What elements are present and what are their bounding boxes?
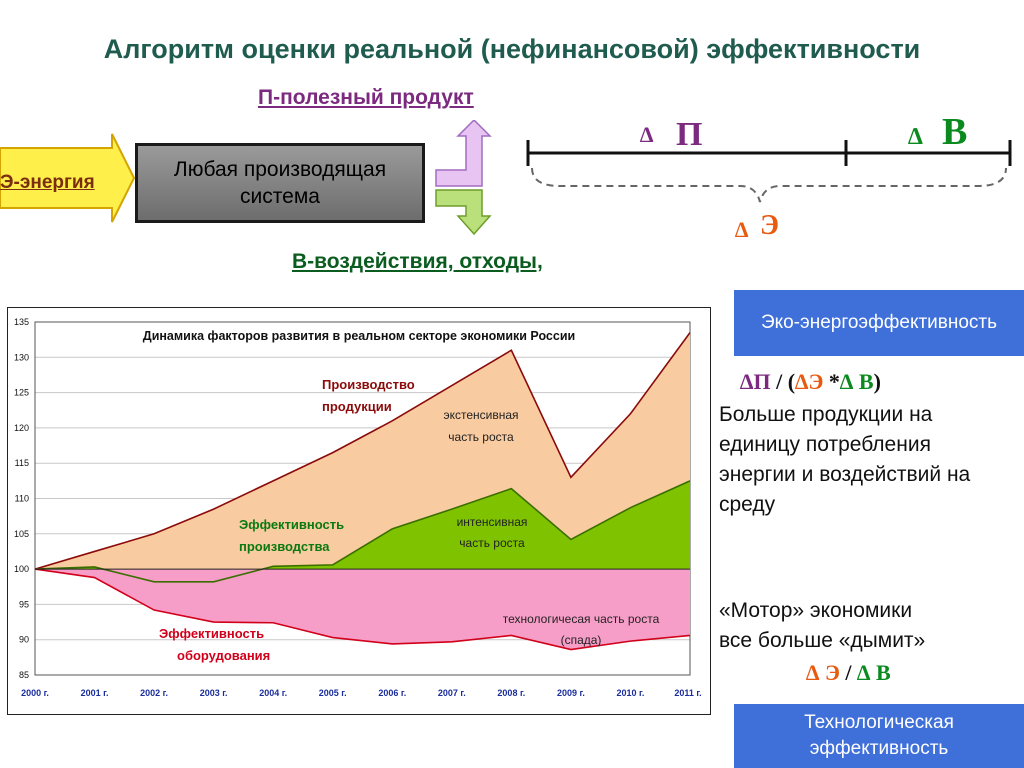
annotation-intensive: интенсивная	[457, 515, 528, 529]
scale-e-label: Э	[760, 210, 779, 241]
formula-close: )	[873, 369, 881, 394]
annotation-extensive: часть роста	[448, 430, 514, 444]
x-tick-label: 2009 г.	[557, 688, 585, 698]
waste-arrow-icon	[435, 189, 492, 236]
energy-arrow-icon	[0, 133, 136, 223]
formula-slash: / (	[770, 369, 796, 394]
annotation-efficiency: Эффективность	[239, 517, 344, 532]
eco-text-line: единицу потребления	[719, 433, 931, 456]
scale-p-label: П	[676, 116, 703, 153]
annotation-extensive: экстенсивная	[443, 408, 518, 422]
impacts-label: В-воздействия, отходы,	[292, 250, 543, 273]
formula-dv: ∆ В	[839, 369, 874, 394]
y-tick-label: 135	[14, 317, 29, 327]
series-line-1	[34, 480, 691, 583]
x-tick-label: 2003 г.	[200, 688, 228, 698]
x-tick-label: 2006 г.	[378, 688, 406, 698]
eco-text-line: Больше продукции на	[719, 403, 933, 426]
tech-efficiency-title: Технологическая эффективность	[804, 712, 954, 759]
annotation-equipment: оборудования	[177, 648, 270, 663]
factors-chart: 85 90 95 100 105 110 115 120 125 130 135 2000 г. 200…	[14, 317, 702, 698]
delta-e-sign: ∆	[735, 217, 749, 242]
formula-de: ∆Э	[795, 369, 824, 394]
y-tick-label: 95	[19, 599, 29, 609]
formula2-de: ∆ Э	[806, 660, 840, 685]
x-tick-label: 2002 г.	[140, 688, 168, 698]
formula-star: *	[823, 369, 840, 394]
y-tick-label: 90	[19, 635, 29, 645]
annotation-technology: (спада)	[561, 633, 602, 647]
series-line-2	[34, 568, 691, 651]
x-tick-label: 2005 г.	[319, 688, 347, 698]
annotation-intensive: часть роста	[459, 536, 525, 550]
annotation-efficiency: производства	[239, 539, 330, 554]
chart-title: Динамика факторов развития в реальном се…	[143, 329, 575, 343]
page-title: Алгоритм оценки реальной (нефинансовой) …	[103, 34, 921, 64]
x-tick-label: 2010 г.	[617, 688, 645, 698]
eco-text-line: энергии и воздействий на	[719, 463, 971, 486]
series-line-0	[34, 332, 691, 570]
motor-text-line: «Мотор» экономики	[719, 599, 913, 622]
formula2-dv: ∆ В	[857, 660, 891, 685]
scale-brace	[531, 167, 1007, 203]
scale-v-label: В	[942, 111, 968, 153]
delta-v-sign: ∆	[908, 124, 923, 150]
formula-dp: ∆П	[740, 369, 771, 394]
useful-product-label: П-полезный продукт	[258, 86, 474, 109]
eco-text-line: среду	[719, 493, 776, 516]
motor-description: «Мотор» экономики все больше «дымит»	[719, 596, 1024, 656]
annotation-production: продукции	[322, 399, 392, 414]
formula2-slash: /	[839, 660, 858, 685]
delta-p-sign: ∆	[640, 122, 654, 147]
y-tick-label: 120	[14, 423, 29, 433]
x-tick-label: 2011 г.	[674, 688, 701, 698]
motor-text-line: все больше «дымит»	[719, 629, 926, 652]
tech-efficiency-box: Технологическая эффективность	[734, 704, 1024, 768]
area-1	[35, 480, 690, 582]
output-arrow-icon	[435, 120, 492, 187]
system-label: Любая производящая система	[173, 158, 387, 208]
x-tick-label: 2007 г.	[438, 688, 466, 698]
x-tick-label: 2001 г.	[81, 688, 109, 698]
system-box: Любая производящая система	[135, 143, 425, 223]
y-tick-label: 105	[14, 529, 29, 539]
tech-formula: ∆ Э / ∆ В	[806, 660, 891, 686]
x-tick-label: 2004 г.	[259, 688, 287, 698]
eco-formula: ∆П / (∆Э *∆ В)	[740, 369, 881, 395]
y-tick-label: 85	[19, 670, 29, 680]
x-tick-label: 2000 г.	[21, 688, 49, 698]
annotation-production: Производство	[322, 377, 415, 392]
eco-efficiency-box: Эко-энергоэффективность	[734, 290, 1024, 356]
y-tick-label: 110	[15, 494, 29, 504]
y-tick-label: 115	[15, 458, 29, 468]
y-tick-label: 100	[14, 564, 29, 574]
y-tick-label: 130	[14, 352, 29, 362]
flow-arrows	[0, 120, 492, 236]
annotation-equipment: Эффективность	[159, 626, 264, 641]
x-tick-label: 2008 г.	[497, 688, 525, 698]
y-tick-label: 125	[14, 388, 29, 398]
annotation-technology: технологичесая часть роста	[503, 612, 660, 626]
eco-description: Больше продукции на единицу потребления …	[719, 400, 1024, 520]
delta-scale	[526, 140, 1012, 203]
energy-label: Э-энергия	[0, 172, 95, 193]
eco-efficiency-title: Эко-энергоэффективность	[760, 312, 998, 333]
area-2	[35, 569, 690, 650]
